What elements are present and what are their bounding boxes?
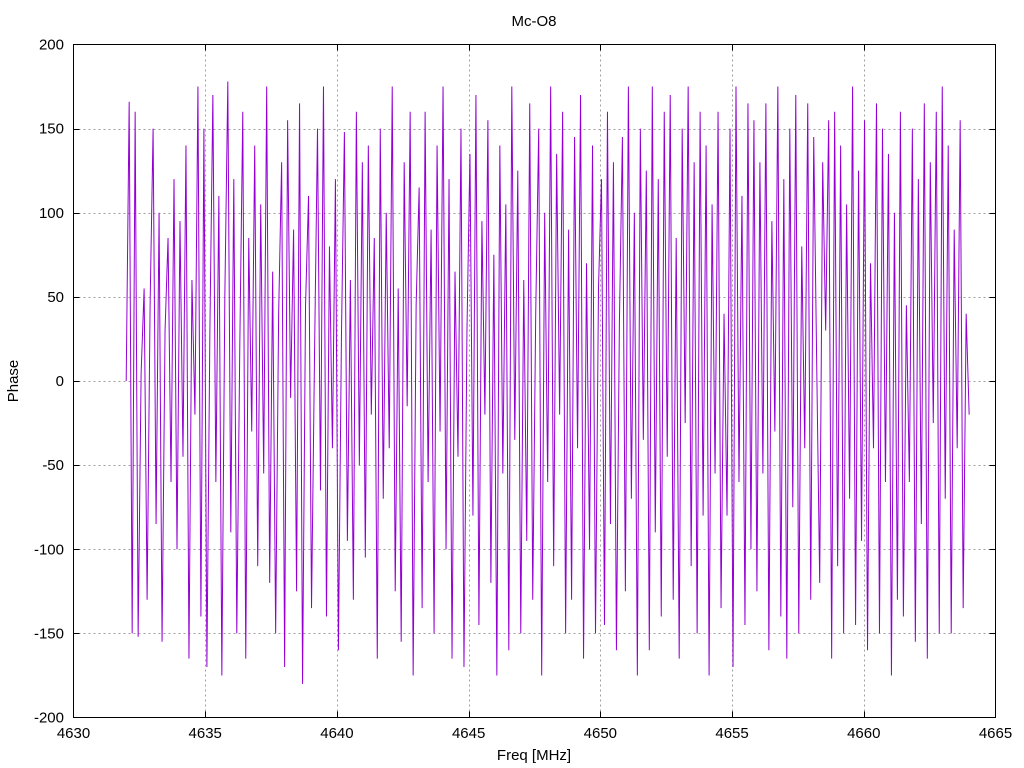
y-tick-label: -200 [34, 710, 64, 727]
x-tick-label: 4640 [320, 725, 353, 742]
y-tick-label: 200 [39, 37, 64, 54]
x-axis-label: Freq [MHz] [497, 747, 571, 764]
chart-title: Mc-O8 [512, 13, 557, 30]
y-tick-label: -150 [34, 625, 64, 642]
y-axis-tick-labels: -200 -150 -100 -50 0 50 100 150 200 [34, 37, 64, 727]
y-tick-label: 100 [39, 205, 64, 222]
y-tick-label: 150 [39, 121, 64, 138]
y-tick-label: -100 [34, 541, 64, 558]
x-tick-label: 4650 [584, 725, 617, 742]
x-tick-label: 4635 [189, 725, 222, 742]
y-tick-label: 0 [56, 373, 64, 390]
x-axis-tick-labels: 4630 4635 4640 4645 4650 4655 4660 4665 [57, 725, 1012, 742]
x-tick-label: 4665 [979, 725, 1012, 742]
axis-ticks [73, 44, 996, 718]
y-tick-label: -50 [42, 457, 64, 474]
x-tick-label: 4645 [452, 725, 485, 742]
x-tick-label: 4655 [715, 725, 748, 742]
series-line-phase [125, 81, 970, 684]
y-tick-label: 50 [47, 289, 64, 306]
x-tick-label: 4660 [847, 725, 880, 742]
y-axis-label: Phase [5, 360, 22, 403]
x-tick-label: 4630 [57, 725, 90, 742]
